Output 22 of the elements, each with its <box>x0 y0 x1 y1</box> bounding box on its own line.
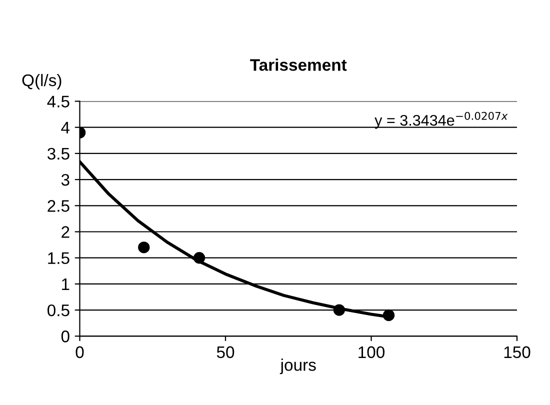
y-tick-label: 3.5 <box>47 148 70 160</box>
y-tick-label: 2.5 <box>48 200 70 212</box>
y-tick-label: 3 <box>61 174 70 186</box>
point <box>382 309 395 322</box>
annotation: y = 3.3434e$^{−0.0207x}$ <box>374 112 508 129</box>
x-tick-label: 150 <box>504 346 530 358</box>
y-tick-label: 4 <box>61 122 70 134</box>
point <box>333 304 346 316</box>
chart-title: Tarissement <box>250 58 347 71</box>
x-tick-label: 50 <box>216 346 234 358</box>
y-tick-label: 2 <box>62 226 70 238</box>
y-tick-label: 1.5 <box>48 252 70 264</box>
point <box>193 252 206 264</box>
x-tick-label: 0 <box>76 346 84 358</box>
y-tick-label: 0.5 <box>48 304 70 316</box>
y-tick-label: 0 <box>61 330 70 342</box>
y-tick-label: 4.5 <box>47 96 70 108</box>
x-axis-title: jours <box>280 358 316 374</box>
y-axis-title: Q(l/s) <box>22 74 62 90</box>
y-tick-label: 1 <box>62 278 70 290</box>
x-tick-label: 100 <box>358 346 385 358</box>
point <box>138 242 150 254</box>
